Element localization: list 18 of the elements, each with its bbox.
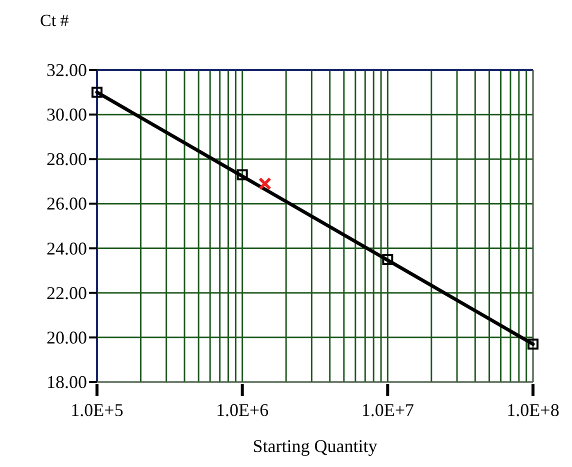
y-tick-label: 18.00 [46,372,87,392]
x-tick-label: 1.0E+6 [216,400,269,420]
y-tick-label: 30.00 [46,104,87,125]
point [236,169,248,180]
x-tick-label: 1.0E+5 [70,400,124,420]
x-axis-title: Starting Quantity [252,436,378,456]
point [92,86,102,98]
y-tick-label: 20.00 [46,327,87,348]
point [382,254,394,265]
x-tick-label: 1.0E+8 [506,400,560,420]
y-tick-label: 22.00 [46,282,87,303]
y-axis-title: Ct # [40,11,70,30]
point [528,338,538,350]
x-tick-label: 1.0E+7 [361,400,414,420]
y-tick-label: 26.00 [46,194,87,214]
y-tick-label: 28.00 [46,149,87,170]
y-tick-label: 32.00 [46,60,87,80]
y-tick-label: 24.00 [46,238,87,258]
